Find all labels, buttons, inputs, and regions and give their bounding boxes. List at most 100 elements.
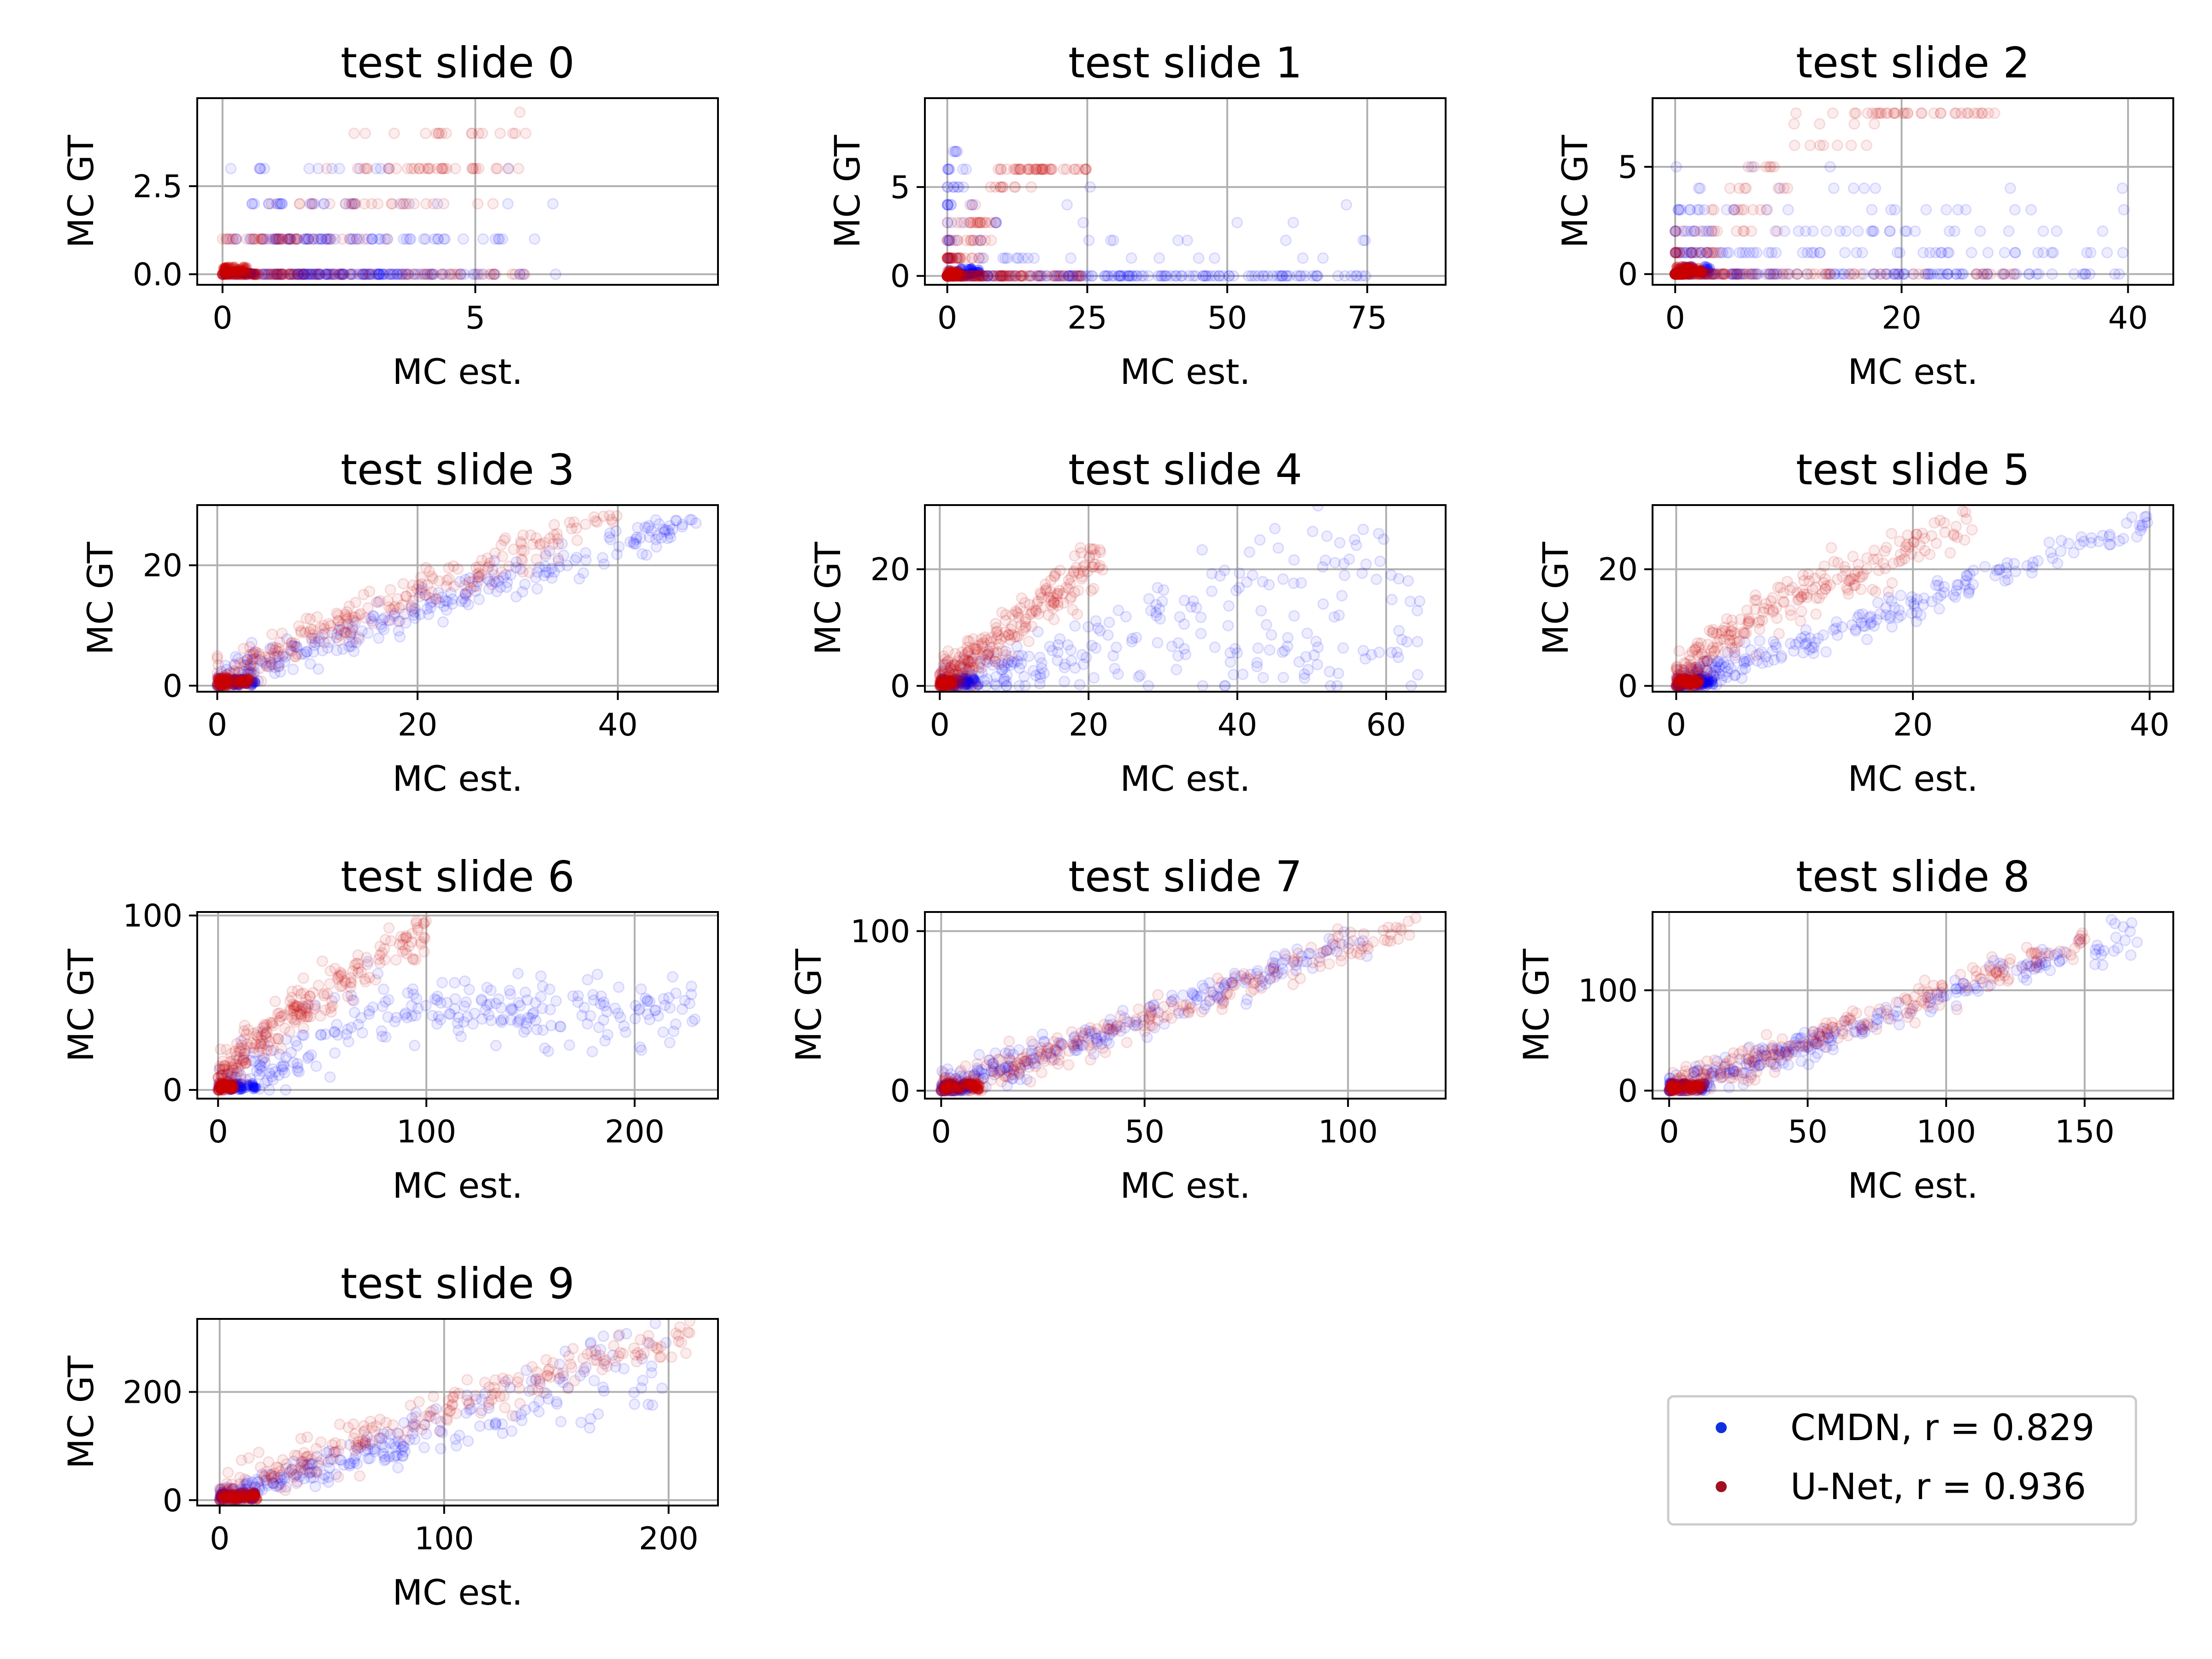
scatter-point-u-net (228, 268, 240, 280)
scatter-point-cmdn (2037, 225, 2049, 237)
scatter-point-cmdn (1113, 270, 1125, 282)
scatter-point-u-net (979, 217, 991, 229)
scatter-point-u-net (288, 1005, 300, 1017)
scatter-point-u-net (964, 199, 976, 211)
scatter-point-cmdn (973, 267, 983, 277)
scatter-point-cmdn (243, 267, 253, 278)
scatter-point-u-net (1686, 247, 1698, 259)
scatter-point-u-net (435, 268, 447, 280)
scatter-point-cmdn (1251, 657, 1263, 669)
scatter-point-cmdn (221, 680, 233, 692)
scatter-point-cmdn (1687, 267, 1697, 278)
scatter-point-cmdn (417, 582, 428, 594)
scatter-point-cmdn (266, 233, 278, 245)
scatter-point-u-net (406, 605, 418, 617)
scatter-point-u-net (982, 648, 994, 660)
scatter-point-cmdn (336, 268, 348, 280)
scatter-point-cmdn (1231, 217, 1243, 229)
scatter-point-u-net (1074, 270, 1085, 282)
scatter-point-cmdn (629, 1000, 641, 1012)
scatter-point-u-net (1015, 619, 1027, 631)
scatter-point-u-net (1919, 268, 1930, 280)
scatter-point-cmdn (1085, 270, 1097, 282)
scatter-point-u-net (955, 270, 967, 282)
scatter-point-cmdn (1989, 570, 2001, 582)
scatter-point-u-net (1744, 268, 1756, 280)
scatter-point-cmdn (252, 675, 264, 687)
scatter-point-u-net (1678, 261, 1689, 271)
scatter-point-u-net (218, 268, 230, 280)
scatter-point-u-net (231, 269, 242, 279)
scatter-point-cmdn (982, 270, 994, 282)
scatter-point-u-net (948, 270, 960, 282)
scatter-point-cmdn (1114, 270, 1126, 282)
scatter-point-cmdn (1047, 645, 1059, 657)
y-tick-label: 5 (890, 170, 910, 206)
scatter-point-u-net (311, 611, 323, 623)
scatter-point-u-net (482, 552, 494, 564)
y-axis-label: MC GT (827, 135, 868, 248)
scatter-point-u-net (418, 946, 430, 958)
scatter-point-u-net (944, 270, 956, 282)
scatter-point-cmdn (1880, 268, 1892, 280)
scatter-point-cmdn (968, 268, 978, 278)
scatter-point-cmdn (219, 671, 231, 682)
scatter-point-cmdn (2003, 225, 2015, 237)
scatter-point-cmdn (233, 680, 243, 691)
scatter-point-cmdn (224, 667, 236, 678)
scatter-point-cmdn (293, 268, 305, 280)
scatter-point-cmdn (1200, 270, 1212, 282)
scatter-point-u-net (237, 642, 249, 654)
scatter-point-cmdn (1258, 270, 1270, 282)
scatter-point-cmdn (1728, 204, 1740, 216)
scatter-point-cmdn (1269, 950, 1281, 962)
scatter-point-u-net (1705, 268, 1717, 280)
scatter-point-u-net (270, 268, 282, 280)
scatter-point-u-net (1788, 118, 1800, 130)
scatter-point-cmdn (233, 268, 245, 280)
scatter-point-cmdn (948, 181, 959, 193)
scatter-point-u-net (300, 1003, 312, 1015)
scatter-point-u-net (279, 1022, 291, 1034)
scatter-point-u-net (359, 127, 371, 139)
scatter-point-u-net (1678, 268, 1690, 280)
scatter-point-u-net (539, 536, 551, 548)
scatter-point-cmdn (1941, 247, 1953, 259)
scatter-point-cmdn (519, 578, 531, 590)
scatter-point-u-net (1669, 268, 1681, 280)
scatter-point-u-net (294, 198, 306, 210)
scatter-point-u-net (1385, 935, 1396, 947)
scatter-point-cmdn (267, 641, 279, 653)
scatter-point-cmdn (231, 268, 243, 280)
scatter-point-cmdn (1386, 594, 1398, 606)
scatter-point-u-net (942, 270, 954, 282)
scatter-point-cmdn (1077, 217, 1089, 229)
scatter-point-u-net (1688, 263, 1699, 274)
scatter-point-cmdn (1126, 633, 1138, 645)
scatter-point-u-net (1716, 268, 1728, 280)
scatter-point-u-net (951, 270, 961, 281)
scatter-point-cmdn (1295, 270, 1307, 282)
scatter-point-cmdn (1673, 267, 1683, 277)
scatter-point-u-net (1079, 163, 1091, 175)
scatter-point-cmdn (514, 268, 526, 280)
scatter-point-u-net (943, 252, 955, 264)
scatter-point-u-net (941, 217, 953, 229)
scatter-point-u-net (1670, 268, 1682, 280)
scatter-point-cmdn (1737, 268, 1749, 280)
scatter-point-cmdn (1942, 268, 1954, 280)
scatter-point-u-net (272, 646, 284, 658)
scatter-point-cmdn (1999, 247, 2011, 259)
y-tick-label: 100 (850, 914, 910, 950)
scatter-point-u-net (426, 571, 438, 582)
scatter-point-u-net (1671, 268, 1683, 280)
scatter-point-cmdn (223, 267, 234, 278)
scatter-point-cmdn (453, 1024, 465, 1036)
scatter-point-u-net (408, 268, 420, 280)
scatter-point-u-net (946, 270, 957, 282)
scatter-point-cmdn (1152, 637, 1164, 649)
scatter-point-u-net (240, 267, 251, 277)
scatter-point-u-net (953, 269, 964, 279)
scatter-point-u-net (423, 163, 435, 175)
scatter-point-u-net (1751, 268, 1763, 280)
